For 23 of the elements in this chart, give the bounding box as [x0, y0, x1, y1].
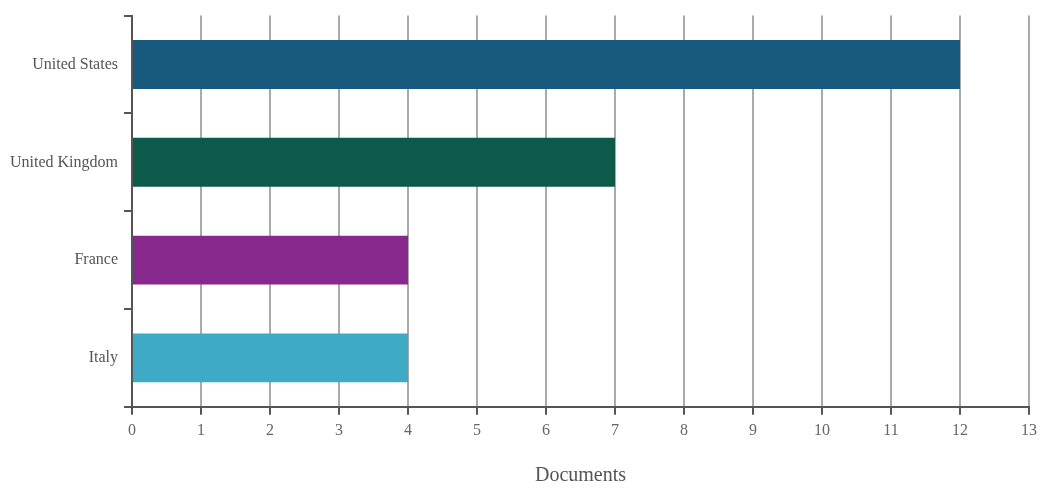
x-tick-label: 9	[749, 420, 757, 438]
x-tick-label: 7	[611, 420, 619, 438]
x-tick-label: 1	[196, 420, 205, 438]
bar	[132, 137, 615, 187]
x-tick-label: 12	[952, 420, 968, 438]
bar	[132, 40, 960, 89]
y-tick-label: United States	[32, 54, 118, 72]
x-tick-label: 2	[265, 420, 274, 438]
x-tick-label: 11	[883, 420, 899, 438]
x-tick-label: 8	[680, 420, 688, 438]
x-tick-label: 6	[542, 420, 550, 438]
x-tick-label: 4	[403, 420, 412, 438]
y-tick-label: France	[74, 250, 118, 268]
y-tick-label: Italy	[88, 348, 118, 367]
x-tick-label: 13	[1021, 420, 1037, 438]
x-axis-title: Documents	[534, 463, 627, 486]
x-tick-label: 10	[814, 420, 830, 438]
x-tick-label: 0	[127, 420, 136, 438]
bar	[132, 235, 408, 285]
y-tick-label: United Kingdom	[9, 152, 119, 171]
x-tick-label: 3	[334, 420, 343, 438]
bar	[132, 333, 408, 383]
x-tick-label: 5	[473, 420, 481, 438]
